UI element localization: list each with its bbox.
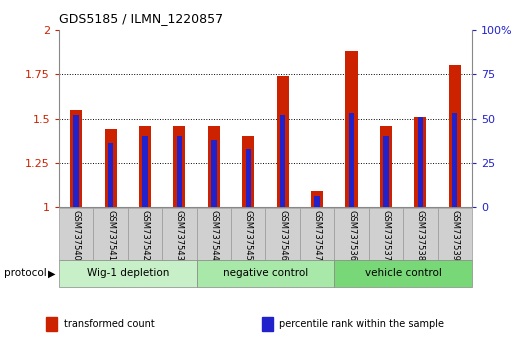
- Text: GSM737536: GSM737536: [347, 210, 356, 262]
- Bar: [70, 110, 82, 207]
- Bar: [59, 260, 196, 287]
- Bar: [334, 260, 472, 287]
- Bar: [277, 76, 289, 207]
- Bar: [334, 208, 369, 260]
- Bar: [369, 208, 403, 260]
- Text: GSM737539: GSM737539: [450, 210, 459, 261]
- Bar: [196, 208, 231, 260]
- Bar: [108, 143, 113, 207]
- Text: GSM737543: GSM737543: [175, 210, 184, 261]
- Text: negative control: negative control: [223, 268, 308, 279]
- Bar: [345, 51, 358, 207]
- Bar: [265, 208, 300, 260]
- Bar: [349, 113, 354, 207]
- Text: ▶: ▶: [48, 268, 56, 278]
- Text: GSM737537: GSM737537: [382, 210, 390, 262]
- Bar: [300, 208, 334, 260]
- Bar: [438, 208, 472, 260]
- Bar: [139, 126, 151, 207]
- Text: percentile rank within the sample: percentile rank within the sample: [279, 319, 444, 329]
- Bar: [415, 117, 426, 207]
- Bar: [211, 140, 216, 207]
- Bar: [246, 149, 251, 207]
- Text: GSM737547: GSM737547: [312, 210, 322, 261]
- Bar: [196, 260, 334, 287]
- Text: GSM737540: GSM737540: [72, 210, 81, 261]
- Bar: [128, 208, 162, 260]
- Bar: [59, 208, 93, 260]
- Bar: [162, 208, 196, 260]
- Bar: [242, 136, 254, 207]
- Bar: [105, 129, 116, 207]
- Bar: [383, 136, 389, 207]
- Bar: [73, 115, 79, 207]
- Bar: [403, 208, 438, 260]
- Text: GSM737545: GSM737545: [244, 210, 253, 261]
- Bar: [280, 115, 285, 207]
- Text: GSM737538: GSM737538: [416, 210, 425, 262]
- Text: protocol: protocol: [4, 268, 47, 278]
- Bar: [314, 196, 320, 207]
- Bar: [173, 126, 186, 207]
- Text: GSM737544: GSM737544: [209, 210, 219, 261]
- Text: GSM737541: GSM737541: [106, 210, 115, 261]
- Text: GSM737542: GSM737542: [141, 210, 149, 261]
- Bar: [418, 117, 423, 207]
- Text: transformed count: transformed count: [64, 319, 154, 329]
- Bar: [142, 136, 148, 207]
- Bar: [177, 136, 182, 207]
- Bar: [452, 113, 458, 207]
- Text: Wig-1 depletion: Wig-1 depletion: [87, 268, 169, 279]
- Bar: [208, 126, 220, 207]
- Bar: [449, 65, 461, 207]
- Bar: [93, 208, 128, 260]
- Text: GDS5185 / ILMN_1220857: GDS5185 / ILMN_1220857: [59, 12, 223, 25]
- Text: GSM737546: GSM737546: [278, 210, 287, 261]
- Bar: [380, 126, 392, 207]
- Text: vehicle control: vehicle control: [365, 268, 442, 279]
- Bar: [311, 191, 323, 207]
- Bar: [231, 208, 266, 260]
